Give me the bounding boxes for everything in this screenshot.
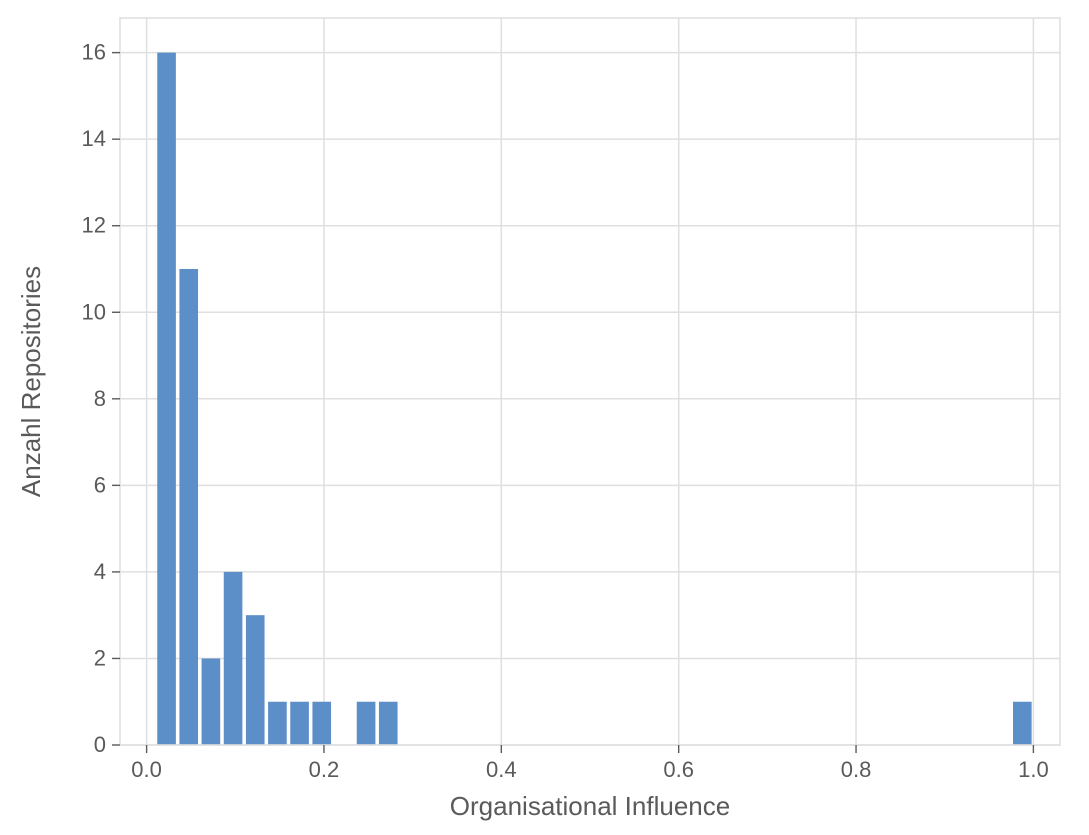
- x-tick-label: 0.6: [663, 757, 694, 782]
- x-tick-label: 0.2: [309, 757, 340, 782]
- histogram-bar: [290, 702, 309, 745]
- x-tick-label: 0.0: [131, 757, 162, 782]
- chart-svg: 0.0 0.2 0.4 0.6 0.8 1.0 0 2 4 6 8 10 12 14 16 Organisat…: [0, 0, 1089, 835]
- histogram-bar: [246, 615, 265, 745]
- histogram-bar: [1013, 702, 1032, 745]
- x-axis-label: Organisational Influence: [450, 791, 730, 821]
- histogram-bar: [179, 269, 198, 745]
- y-axis-label: Anzahl Repositories: [16, 266, 46, 497]
- histogram-bar: [157, 53, 176, 745]
- y-tick-label: 2: [94, 645, 106, 670]
- histogram-bar: [268, 702, 287, 745]
- y-tick-label: 10: [82, 299, 106, 324]
- histogram-bar: [202, 658, 221, 745]
- x-tick-label: 1.0: [1018, 757, 1049, 782]
- histogram-bar: [357, 702, 376, 745]
- y-tick-label: 12: [82, 213, 106, 238]
- y-tick-label: 8: [94, 386, 106, 411]
- histogram-bar: [224, 572, 243, 745]
- histogram-chart: 0.0 0.2 0.4 0.6 0.8 1.0 0 2 4 6 8 10 12 14 16 Organisat…: [0, 0, 1089, 835]
- y-tick-label: 16: [82, 40, 106, 65]
- y-tick-label: 4: [94, 559, 106, 584]
- histogram-bar: [312, 702, 331, 745]
- y-tick-label: 0: [94, 732, 106, 757]
- histogram-bar: [379, 702, 398, 745]
- x-tick-label: 0.4: [486, 757, 517, 782]
- x-tick-label: 0.8: [841, 757, 872, 782]
- y-tick-label: 6: [94, 472, 106, 497]
- y-tick-label: 14: [82, 126, 106, 151]
